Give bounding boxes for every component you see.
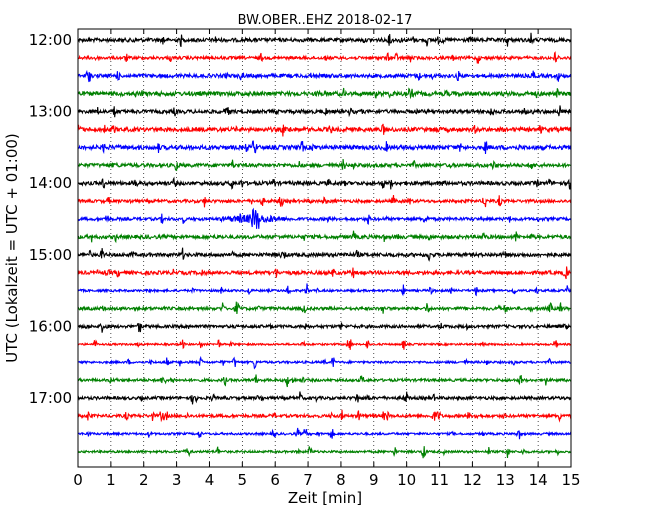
x-tick-label: 6: [270, 471, 280, 489]
y-axis-ticks: 12:00 13:00 14:00 15:00 16:00 17:00: [29, 31, 571, 407]
seismic-trace: [77, 69, 572, 83]
seismic-trace: [77, 51, 572, 64]
y-tick-label: 14:00: [29, 174, 72, 192]
x-tick-label: 12: [463, 471, 482, 489]
seismic-trace: [77, 391, 572, 405]
seismic-trace: [77, 123, 572, 137]
seismic-trace: [77, 322, 572, 333]
x-tick-label: 3: [172, 471, 182, 489]
x-tick-label: 4: [205, 471, 215, 489]
seismic-trace: [77, 105, 572, 118]
x-tick-label: 1: [106, 471, 116, 489]
seismic-trace: [77, 355, 572, 370]
seismic-trace: [77, 207, 572, 229]
x-tick-label: 7: [303, 471, 313, 489]
seismic-trace: [77, 446, 572, 459]
x-tick-label: 0: [73, 471, 83, 489]
x-tick-label: 9: [369, 471, 379, 489]
seismic-trace: [77, 409, 572, 423]
seismic-trace: [77, 32, 572, 47]
y-tick-label: 13:00: [29, 103, 72, 121]
seismic-trace: [77, 158, 572, 172]
y-axis-label: UTC (Lokalzeit = UTC + 01:00): [3, 133, 21, 363]
x-tick-label: 2: [139, 471, 149, 489]
x-tick-label: 14: [529, 471, 548, 489]
seismic-trace: [77, 247, 572, 262]
seismic-traces: [77, 32, 572, 459]
x-tick-label: 5: [238, 471, 248, 489]
chart-title: BW.OBER..EHZ 2018-02-17: [238, 13, 413, 28]
seismic-trace: [77, 301, 572, 315]
plot-frame: [77, 28, 572, 468]
x-tick-label: 15: [561, 471, 580, 489]
y-tick-label: 16:00: [29, 317, 72, 335]
seismic-trace: [77, 195, 572, 208]
seismic-trace: [77, 176, 572, 190]
x-tick-label: 13: [496, 471, 515, 489]
y-tick-label: 17:00: [29, 389, 72, 407]
seismic-trace: [77, 140, 572, 155]
x-tick-label: 10: [397, 471, 416, 489]
x-axis-ticks: 0 1 2 3 4 5 6 7 8 9 10 11 12 13 14 15: [73, 29, 581, 489]
seismic-trace: [77, 339, 572, 350]
x-axis-label: Zeit [min]: [288, 489, 362, 507]
seismic-trace: [77, 427, 572, 440]
y-tick-label: 15:00: [29, 246, 72, 264]
x-tick-label: 8: [336, 471, 346, 489]
seismic-trace: [77, 374, 572, 388]
x-tick-label: 11: [430, 471, 449, 489]
seismic-trace: [77, 230, 572, 244]
seismic-trace: [77, 283, 572, 297]
seismic-trace: [77, 87, 572, 100]
y-tick-label: 12:00: [29, 31, 72, 49]
seismic-trace: [77, 266, 572, 280]
